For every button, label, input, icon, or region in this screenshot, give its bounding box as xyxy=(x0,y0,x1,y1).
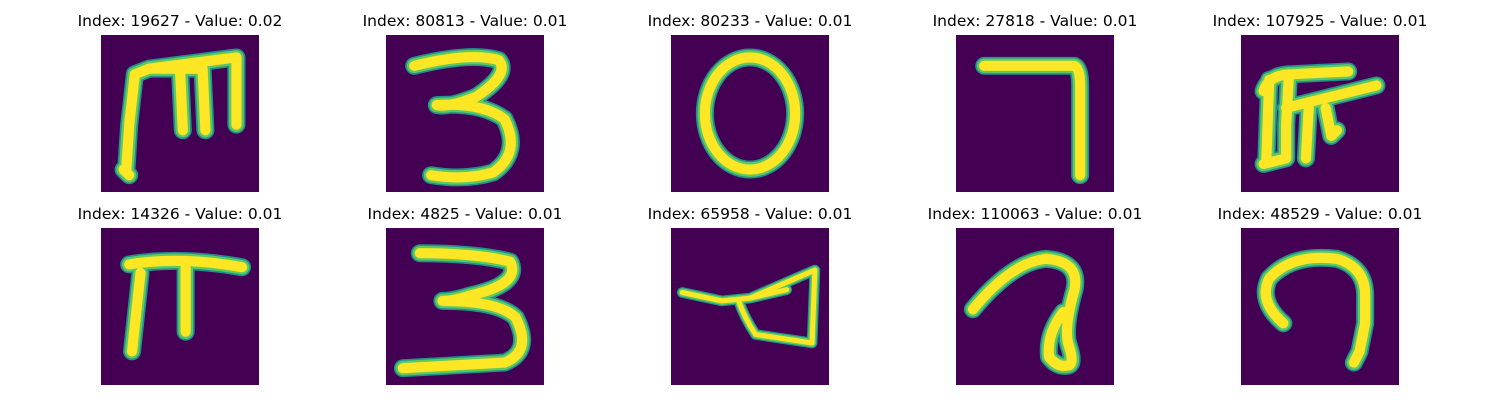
panel-9: Index: 110063 - Value: 0.01 xyxy=(925,193,1145,385)
panel-title: Index: 48529 - Value: 0.01 xyxy=(1217,205,1423,223)
digit-image xyxy=(956,35,1114,192)
digit-image xyxy=(386,35,544,192)
digit-image xyxy=(101,228,259,385)
glyph-loop-a xyxy=(963,249,1085,375)
panel-title: Index: 19627 - Value: 0.02 xyxy=(77,12,283,30)
glyph-triangle-loop xyxy=(676,264,821,349)
glyph-m-hook-shape xyxy=(1254,62,1386,173)
panel-title: Index: 4825 - Value: 0.01 xyxy=(367,205,563,223)
panel-title: Index: 14326 - Value: 0.01 xyxy=(77,205,283,223)
glyph-m-shape xyxy=(114,48,246,185)
panel-title: Index: 27818 - Value: 0.01 xyxy=(932,12,1138,30)
glyph-seven xyxy=(975,56,1090,185)
glyph-three xyxy=(405,48,520,187)
panel-title: Index: 65958 - Value: 0.01 xyxy=(647,205,853,223)
panel-3: Index: 80233 - Value: 0.01 xyxy=(640,0,860,192)
glyph-pi-shape xyxy=(120,251,252,361)
digit-image xyxy=(101,35,259,192)
digit-image xyxy=(671,35,829,192)
panel-title: Index: 80233 - Value: 0.01 xyxy=(647,12,853,30)
digit-image xyxy=(671,228,829,385)
panel-10: Index: 48529 - Value: 0.01 xyxy=(1210,193,1430,385)
panel-1: Index: 19627 - Value: 0.02 xyxy=(70,0,290,192)
digit-image xyxy=(386,228,544,385)
panel-title: Index: 110063 - Value: 0.01 xyxy=(927,205,1143,223)
panel-6: Index: 14326 - Value: 0.01 xyxy=(70,193,290,385)
digit-image xyxy=(1241,35,1399,192)
panel-4: Index: 27818 - Value: 0.01 xyxy=(925,0,1145,192)
panel-title: Index: 107925 - Value: 0.01 xyxy=(1212,12,1428,30)
panel-8: Index: 65958 - Value: 0.01 xyxy=(640,193,860,385)
digit-image xyxy=(1241,228,1399,385)
glyph-three-bold xyxy=(393,244,532,378)
glyph-zero xyxy=(695,48,805,179)
digit-image xyxy=(956,228,1114,385)
panel-7: Index: 4825 - Value: 0.01 xyxy=(355,193,575,385)
glyph-hook-shape xyxy=(1256,248,1375,372)
panel-title: Index: 80813 - Value: 0.01 xyxy=(362,12,568,30)
panel-2: Index: 80813 - Value: 0.01 xyxy=(355,0,575,192)
panel-5: Index: 107925 - Value: 0.01 xyxy=(1210,0,1430,192)
